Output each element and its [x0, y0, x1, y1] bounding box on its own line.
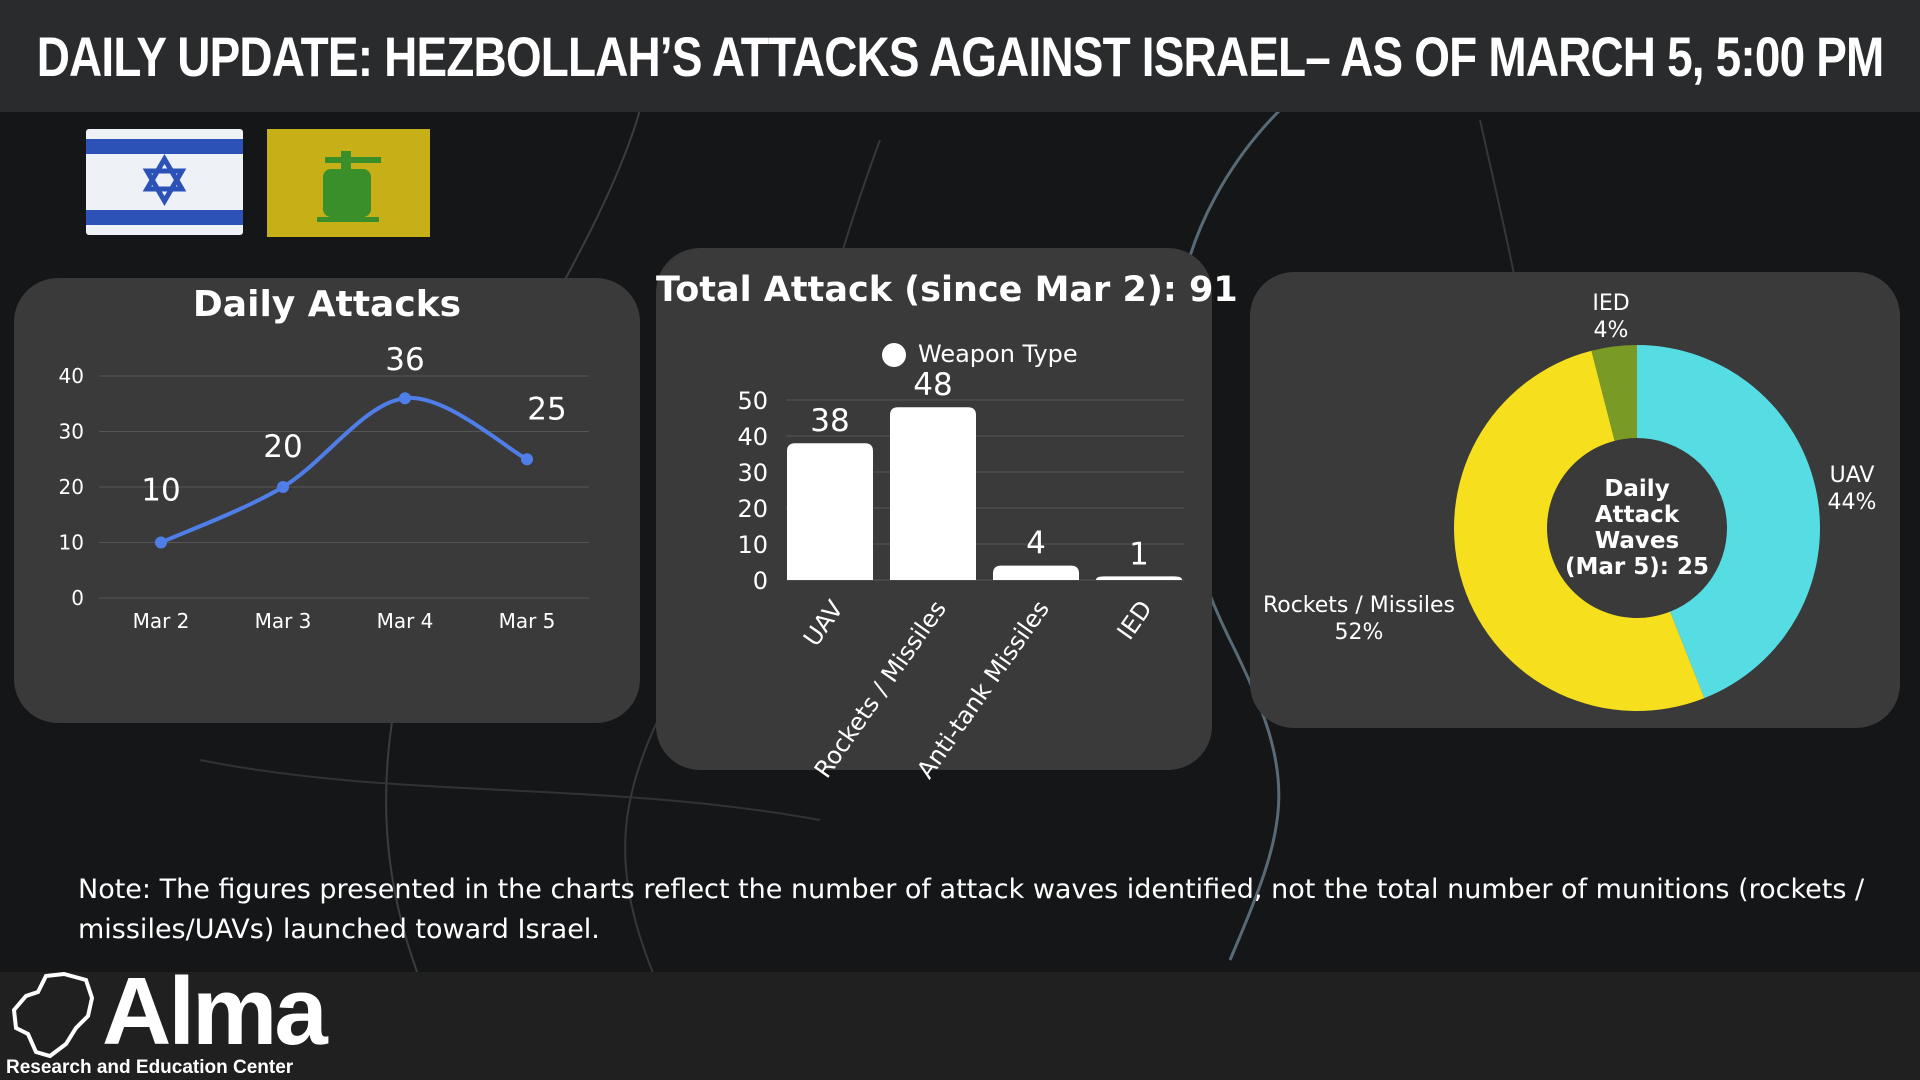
- donut-slice: [1637, 345, 1820, 699]
- y-tick-label: 10: [59, 531, 84, 555]
- data-point: [521, 453, 533, 466]
- data-label: 10: [141, 473, 180, 509]
- alma-logo-wordmark: Alma: [102, 958, 328, 1065]
- title-bar: DAILY UPDATE: HEZBOLLAH’S ATTACKS AGAINS…: [0, 0, 1920, 112]
- donut-center-label: (Mar 5): 25: [1565, 554, 1709, 580]
- bar: [890, 407, 976, 580]
- data-label: 1: [1129, 536, 1149, 572]
- y-tick-label: 30: [737, 459, 768, 487]
- page-title: DAILY UPDATE: HEZBOLLAH’S ATTACKS AGAINS…: [36, 24, 1885, 88]
- data-point: [277, 481, 289, 493]
- slice-label: Rockets / Missiles: [1263, 593, 1455, 618]
- y-tick-label: 30: [59, 420, 84, 444]
- y-tick-label: 40: [59, 364, 84, 388]
- data-label: 4: [1026, 526, 1046, 562]
- bar: [1096, 576, 1182, 580]
- x-tick-label: Mar 5: [499, 609, 556, 633]
- bar: [993, 565, 1079, 580]
- y-tick-label: 0: [753, 567, 768, 595]
- daily-attacks-line-chart: 0 10 20 30 40 Mar 2 Mar 3 Mar 4 Mar 5 10 20 36 25: [59, 342, 589, 633]
- x-tick-label: Mar 2: [133, 609, 190, 633]
- data-label: 38: [810, 403, 849, 439]
- slice-value-label: 44%: [1828, 490, 1877, 515]
- slice-value-label: 4%: [1594, 318, 1629, 343]
- donut-slice: [1454, 350, 1705, 711]
- data-label: 48: [913, 367, 952, 403]
- y-tick-label: 10: [737, 531, 768, 559]
- y-tick-label: 20: [737, 495, 768, 523]
- daily-waves-panel: UAV 44% Rockets / Missiles 52% IED 4% Daily Att…: [1250, 272, 1900, 728]
- daily-attacks-title: Daily Attacks: [192, 284, 462, 325]
- series-line: [160, 396, 528, 545]
- x-tick-label: UAV: [798, 595, 849, 652]
- legend-swatch: [882, 343, 906, 367]
- israel-flag-icon: [86, 129, 243, 235]
- bar: [787, 443, 873, 580]
- donut-slice: [1591, 345, 1637, 441]
- alma-logo-subtitle: Research and Education Center: [6, 1057, 294, 1078]
- data-label: 25: [527, 391, 566, 427]
- legend-label: Weapon Type: [918, 340, 1078, 368]
- y-tick-label: 0: [71, 586, 84, 610]
- data-point: [155, 536, 167, 549]
- y-tick-label: 40: [737, 423, 768, 451]
- note-text: Note: The figures presented in the chart…: [78, 874, 1865, 945]
- x-tick-label: IED: [1112, 595, 1158, 644]
- y-tick-label: 20: [59, 475, 84, 499]
- daily-attacks-panel: Daily Attacks 0 10 20 30 40 Mar 2 Mar 3 Mar 4 Ma…: [14, 278, 640, 723]
- data-point: [399, 392, 411, 405]
- y-tick-label: 50: [737, 387, 768, 415]
- slice-label: IED: [1592, 291, 1629, 316]
- donut-center-label: Attack: [1595, 502, 1680, 528]
- total-attack-panel: Total Attack (since Mar 2): 91 0 10 20 30 40…: [656, 248, 1238, 784]
- x-tick-label: Mar 4: [377, 609, 434, 633]
- donut-center-label: Daily: [1604, 476, 1669, 502]
- slice-label: UAV: [1830, 463, 1875, 488]
- data-label: 36: [385, 342, 424, 378]
- slice-value-label: 52%: [1335, 620, 1384, 645]
- total-attack-title: Total Attack (since Mar 2): 91: [656, 270, 1238, 310]
- hezbollah-flag-icon: [267, 129, 430, 237]
- footer-bar: [0, 972, 1920, 1080]
- alma-map-logo-icon: [11, 971, 95, 1059]
- data-label: 20: [263, 429, 302, 465]
- donut-center-label: Waves: [1595, 528, 1679, 554]
- x-tick-label: Mar 3: [255, 609, 312, 633]
